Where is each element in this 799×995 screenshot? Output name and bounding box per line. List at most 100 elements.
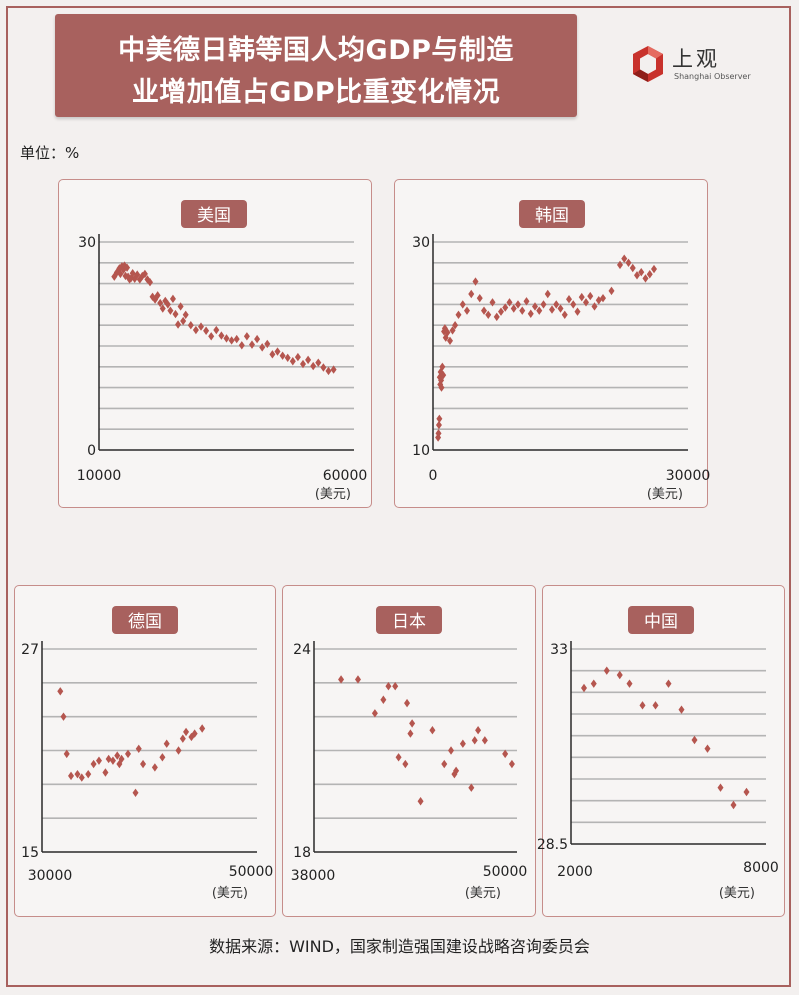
data-point — [481, 306, 487, 315]
data-point — [182, 310, 189, 319]
data-point — [634, 271, 640, 280]
panel-china: 中国 28.5 33 2000 8000 (美元) — [537, 585, 785, 917]
data-point — [603, 666, 610, 675]
data-point — [471, 736, 478, 745]
data-point — [208, 332, 215, 341]
x-tick-label: 30000 — [666, 468, 711, 484]
data-point — [78, 773, 85, 782]
y-tick-label: 0 — [87, 443, 96, 459]
data-point — [608, 286, 615, 296]
data-point — [68, 771, 75, 781]
data-point — [129, 269, 136, 278]
data-point — [116, 759, 123, 769]
data-point — [485, 310, 492, 319]
data-point — [717, 783, 724, 792]
data-point — [464, 306, 470, 315]
x-unit-label: (美元) — [212, 886, 248, 901]
data-point — [566, 295, 572, 304]
chart-title: 韩国 — [535, 206, 569, 226]
china-chart: 中国 28.5 33 2000 8000 (美元) — [537, 606, 779, 901]
data-point — [198, 322, 204, 331]
x-tick-label: 60000 — [323, 468, 368, 484]
data-point — [549, 305, 555, 314]
x-tick-label: 38000 — [291, 868, 336, 884]
data-point — [438, 383, 445, 392]
source-note: 数据来源：WIND，国家制造强国建设战略咨询委员会 — [209, 937, 590, 956]
unit-label: 单位：% — [20, 144, 80, 162]
data-point — [57, 687, 64, 696]
data-point — [468, 289, 475, 299]
data-point — [141, 269, 148, 279]
title-line-2: 业增加值占GDP比重变化情况 — [131, 77, 501, 108]
data-point — [638, 267, 645, 277]
data-point — [159, 753, 166, 762]
data-point — [163, 739, 170, 748]
data-point — [455, 310, 462, 319]
data-point — [223, 334, 230, 343]
data-point — [167, 306, 174, 315]
y-tick-label: 28.5 — [537, 837, 568, 853]
data-point — [125, 272, 132, 281]
data-point — [395, 753, 402, 762]
x-tick-label: 0 — [429, 468, 438, 484]
data-point — [392, 682, 399, 691]
data-point — [502, 749, 509, 759]
panel-korea: 韩国 10 30 0 30000 (美元) — [394, 179, 711, 508]
data-point — [617, 260, 623, 270]
data-point — [621, 254, 628, 263]
data-point — [544, 289, 551, 299]
data-point — [489, 298, 496, 307]
data-point — [124, 263, 131, 272]
data-point — [437, 380, 444, 389]
data-point — [444, 328, 451, 337]
y-tick-label: 30 — [78, 235, 96, 251]
data-point — [132, 788, 139, 797]
data-point — [439, 362, 446, 371]
data-point — [578, 292, 585, 302]
data-point — [218, 331, 225, 340]
data-point — [639, 701, 646, 710]
data-point — [102, 768, 109, 777]
logo-name: 上观 — [672, 47, 720, 71]
chart-title-bg — [519, 200, 585, 228]
data-point — [254, 334, 261, 344]
data-point — [233, 334, 240, 344]
data-point — [177, 302, 184, 311]
data-point — [164, 300, 171, 309]
data-point — [409, 719, 416, 728]
data-point — [442, 333, 449, 342]
data-point — [553, 300, 560, 309]
data-point — [264, 339, 271, 349]
y-tick-label: 30 — [412, 235, 430, 251]
data-point — [74, 769, 81, 779]
data-point — [468, 783, 475, 792]
data-point — [128, 273, 135, 283]
data-point — [407, 729, 414, 738]
data-point — [136, 275, 143, 284]
data-point — [508, 759, 515, 769]
data-point — [249, 340, 255, 349]
x-tick-label: 30000 — [28, 868, 73, 884]
data-point — [180, 316, 187, 326]
data-point — [105, 754, 112, 764]
shanghai-observer-logo: 上观 Shanghai Observer — [624, 44, 764, 94]
data-point — [600, 293, 606, 303]
logo-subtitle: Shanghai Observer — [674, 72, 751, 81]
data-point — [238, 341, 245, 350]
x-tick-label: 10000 — [77, 468, 122, 484]
data-point — [704, 744, 711, 753]
data-point — [506, 298, 513, 307]
data-point — [441, 759, 448, 769]
data-point — [523, 297, 530, 306]
data-point — [665, 679, 672, 688]
korea-chart: 韩国 10 30 0 30000 (美元) — [412, 200, 711, 502]
data-point — [131, 274, 138, 283]
data-point — [371, 709, 378, 718]
data-point — [536, 306, 543, 315]
data-point — [259, 343, 266, 352]
y-tick-label: 18 — [293, 845, 311, 861]
y-tick-label: 15 — [21, 845, 39, 861]
data-point — [436, 414, 443, 423]
japan-chart: 日本 18 24 38000 50000 (美元) — [291, 606, 527, 901]
x-tick-label: 50000 — [229, 864, 274, 880]
